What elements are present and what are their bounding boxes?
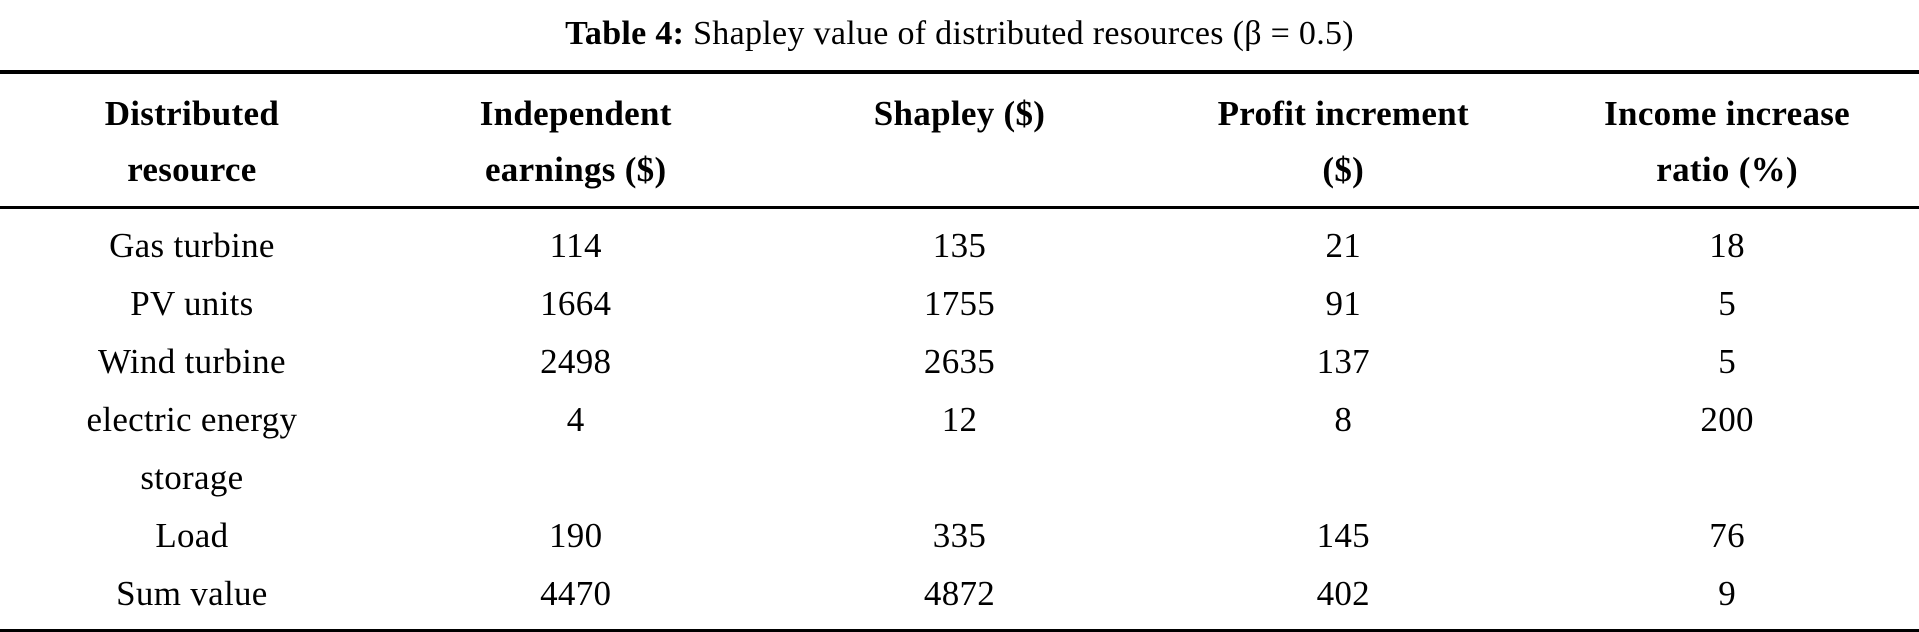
- table-row-gas-turbine: Gas turbine 114 135 21 18: [0, 208, 1919, 276]
- header-line: ($): [1322, 150, 1365, 189]
- cell-income-increase-ratio: 18: [1709, 226, 1745, 265]
- cell-shapley: 12: [941, 400, 978, 439]
- cell-profit-increment: 21: [1325, 226, 1362, 265]
- cell-resource: Sum value: [0, 565, 384, 631]
- cell-resource: PV units: [0, 275, 384, 333]
- cell-profit-increment: 8: [1334, 400, 1353, 439]
- header-line: earnings ($): [484, 150, 667, 189]
- cell-independent-earnings: 190: [548, 516, 603, 555]
- column-header-independent-earnings: Independent earnings ($): [383, 72, 768, 209]
- cell-independent-earnings: 4470: [540, 574, 612, 613]
- resource-label: Load: [155, 516, 229, 555]
- cell-resource: Load: [0, 507, 384, 565]
- cell-independent-earnings: 114: [549, 226, 602, 265]
- cell-resource: Gas turbine: [0, 208, 384, 276]
- cell-shapley: 335: [932, 516, 987, 555]
- column-header-shapley: Shapley ($): [767, 72, 1152, 209]
- cell-resource: Wind turbine: [0, 333, 384, 391]
- cell-shapley: 4872: [923, 574, 996, 613]
- cell-income-increase-ratio: 9: [1718, 574, 1736, 613]
- cell-independent-earnings: 1664: [540, 284, 612, 323]
- header-line: Distributed: [104, 94, 280, 133]
- cell-independent-earnings: 2498: [540, 342, 612, 381]
- cell-profit-increment: 91: [1325, 284, 1362, 323]
- table-row-sum-value: Sum value 4470 4872 402 9: [0, 565, 1919, 631]
- caption-text: Shapley value of distributed resources (…: [684, 15, 1354, 52]
- table-row-load: Load 190 335 145 76: [0, 507, 1919, 565]
- cell-shapley: 135: [932, 226, 987, 265]
- table-caption: Table 4: Shapley value of distributed re…: [0, 0, 1919, 70]
- table-row-wind-turbine: Wind turbine 2498 2635 137 5: [0, 333, 1919, 391]
- cell-income-increase-ratio: 5: [1718, 284, 1736, 323]
- resource-label: electric energy: [86, 400, 298, 439]
- table-body: Gas turbine 114 135 21 18 PV units 1664 …: [0, 208, 1919, 632]
- column-header-income-increase-ratio: Income increase ratio (%): [1535, 72, 1919, 209]
- column-header-profit-increment: Profit increment ($): [1151, 72, 1536, 209]
- resource-label: Wind turbine: [97, 342, 286, 381]
- header-row: Distributed resource Independent earnings …: [0, 72, 1919, 209]
- table-row-pv-units: PV units 1664 1755 91 5: [0, 275, 1919, 333]
- header-line: Profit increment: [1217, 94, 1469, 133]
- cell-profit-increment: 145: [1316, 516, 1370, 555]
- header-line: Income increase: [1604, 94, 1851, 133]
- cell-income-increase-ratio: 200: [1700, 400, 1754, 439]
- resource-label: Gas turbine: [109, 226, 275, 265]
- caption-label: Table 4:: [565, 15, 685, 52]
- column-header-distributed-resource: Distributed resource: [0, 72, 384, 209]
- resource-label: storage: [140, 458, 244, 497]
- cell-profit-increment: 137: [1316, 342, 1370, 381]
- cell-profit-increment: 402: [1316, 574, 1370, 613]
- table-header: Distributed resource Independent earnings …: [0, 72, 1919, 209]
- shapley-value-table: Distributed resource Independent earnings …: [0, 70, 1919, 632]
- header-line: resource: [127, 150, 257, 189]
- cell-income-increase-ratio: 5: [1718, 342, 1736, 381]
- resource-label: PV units: [130, 284, 254, 323]
- header-line: ratio (%): [1656, 150, 1798, 189]
- cell-resource: electric energy storage: [0, 391, 384, 507]
- cell-shapley: 2635: [923, 342, 996, 381]
- cell-income-increase-ratio: 76: [1709, 516, 1745, 555]
- header-line: Independent: [479, 94, 672, 133]
- header-line: Shapley ($): [873, 94, 1046, 133]
- cell-independent-earnings: 4: [566, 400, 585, 439]
- resource-label: Sum value: [116, 574, 268, 613]
- cell-shapley: 1755: [923, 284, 996, 323]
- table-row-electric-energy-storage: electric energy storage 4 12 8 200: [0, 391, 1919, 507]
